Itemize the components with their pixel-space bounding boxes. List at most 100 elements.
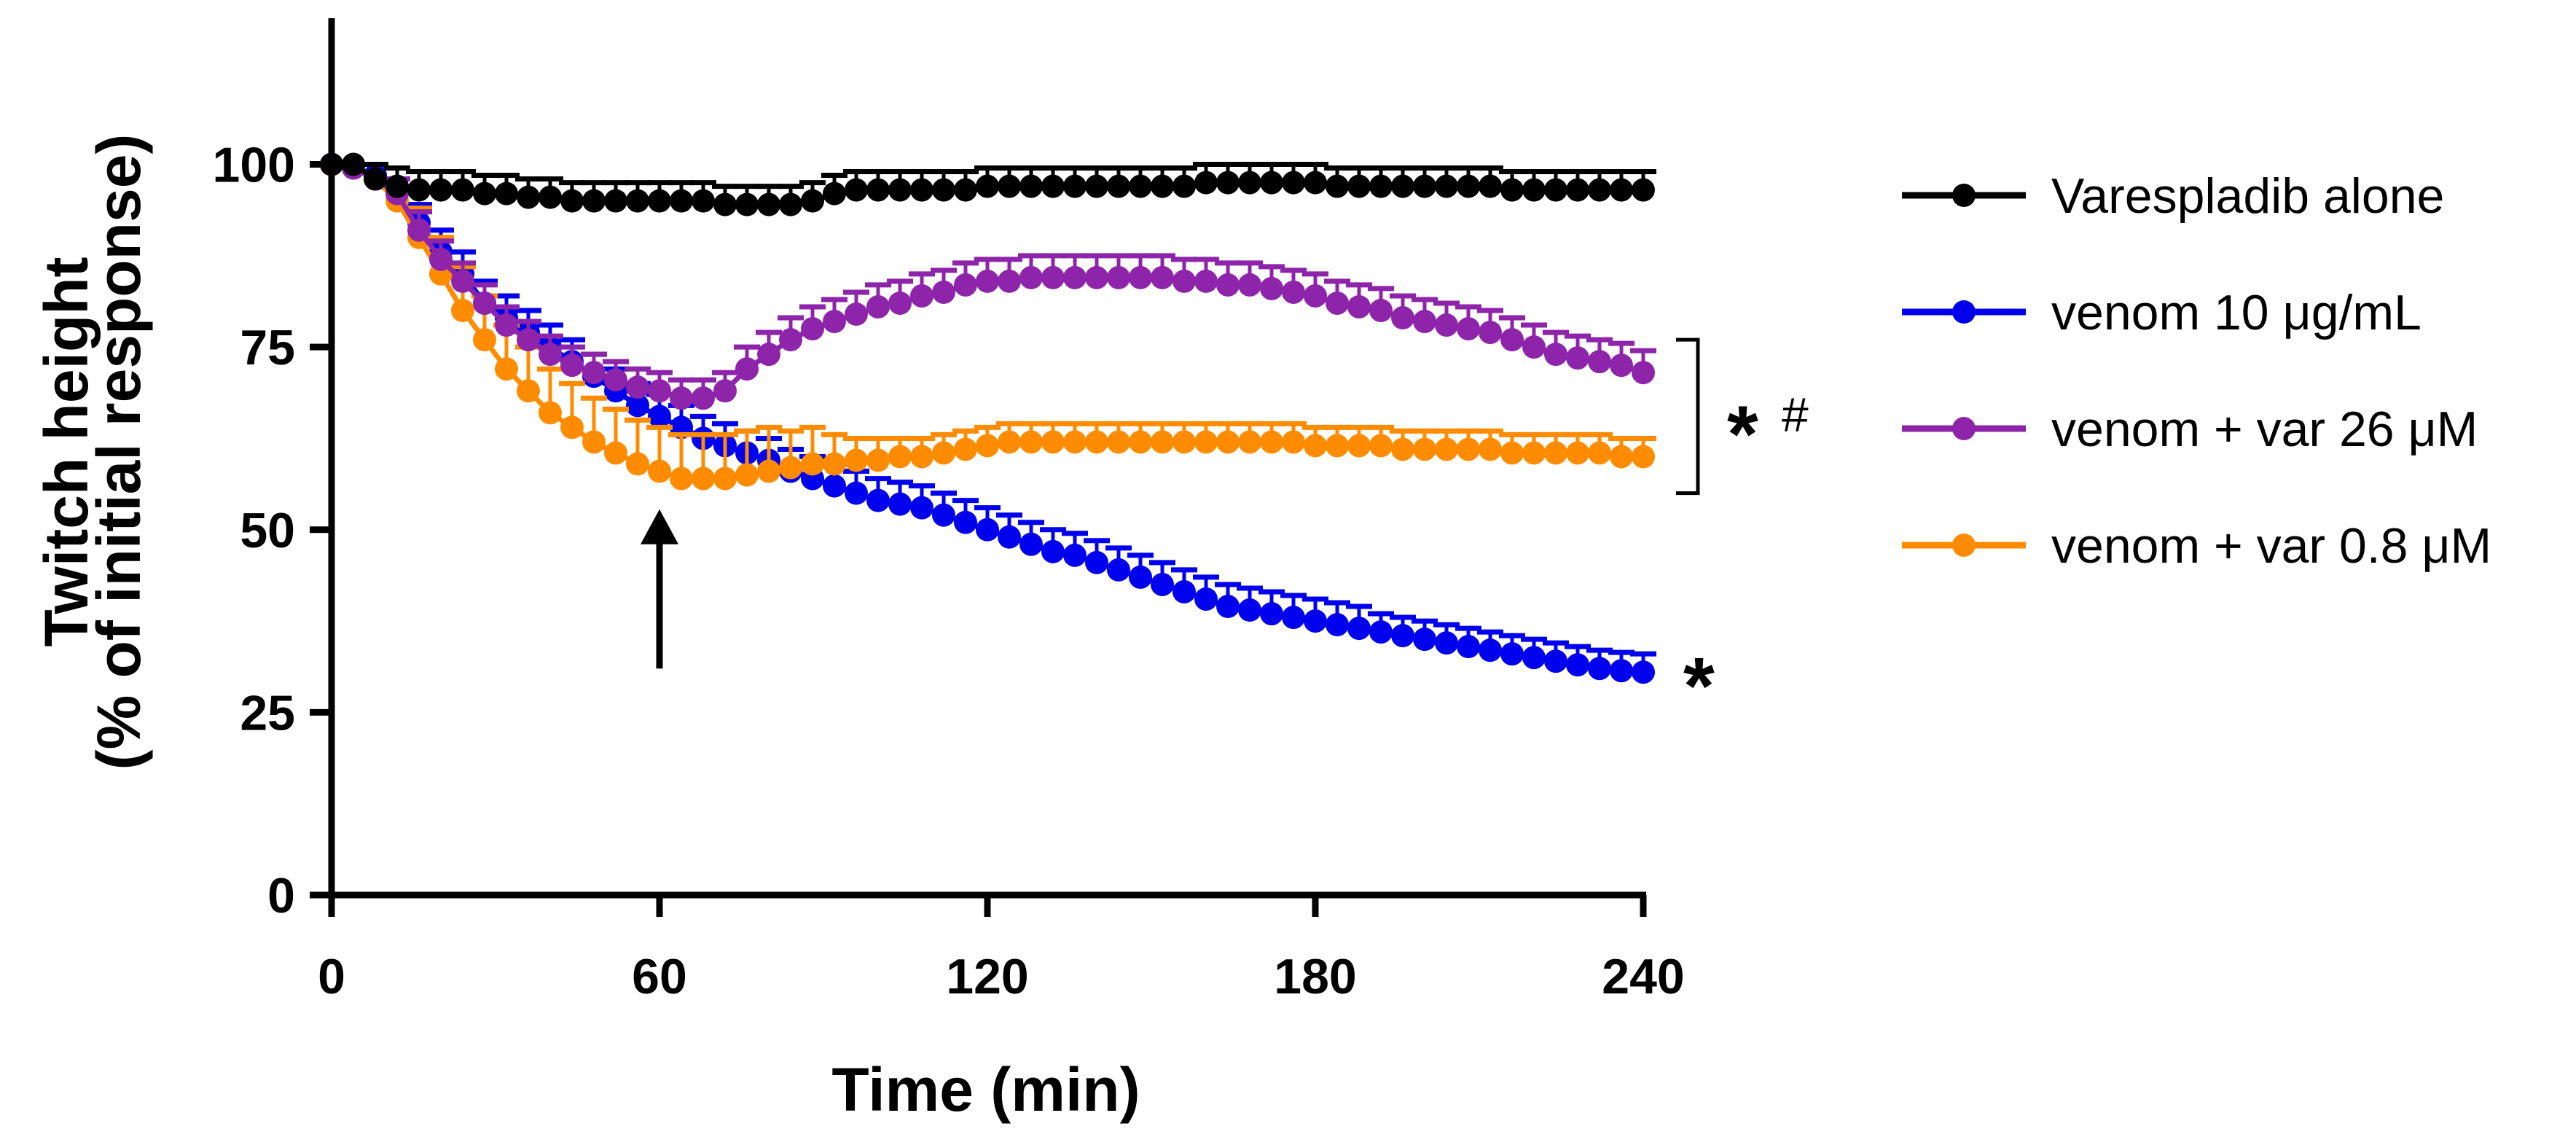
data-point [1413,628,1436,652]
legend-item-venom-10-g-ml: venom 10 μg/mL [1902,285,2422,340]
data-point [866,294,890,319]
data-point [888,445,912,469]
data-point [823,474,846,498]
data-point [1347,617,1371,641]
data-point [888,492,912,516]
data-point [648,459,671,483]
data-point [976,174,999,198]
data-point [823,181,846,206]
data-point [1435,631,1458,655]
data-point [1588,178,1611,202]
arrow-head [641,509,678,544]
data-point [1129,265,1152,289]
x-axis-title: Time (min) [831,1055,1140,1124]
venom-significance-mark: * [1683,641,1715,731]
data-point [1457,437,1480,461]
data-point [713,192,737,216]
data-point [1129,430,1152,454]
data-point [1151,265,1174,289]
data-point [560,189,584,213]
data-point [1304,284,1327,308]
data-point [1413,437,1436,461]
data-point [1522,646,1546,670]
data-point [1610,659,1633,683]
legend-marker [1952,417,1976,440]
data-point [998,174,1021,198]
data-point [801,452,824,476]
data-point [1172,269,1196,293]
data-point [1391,624,1414,648]
data-point [1566,346,1589,370]
data-point [1151,430,1174,454]
data-point [1260,602,1283,626]
data-point [932,503,955,527]
data-point [648,189,671,213]
data-point [1019,174,1043,198]
data-point [1282,280,1305,304]
data-point [560,353,584,378]
data-point [954,178,977,202]
data-point [1479,638,1502,663]
legend-marker [1952,534,1976,557]
series-varespladib-alone [320,152,1656,216]
y-tick-label-75: 75 [240,320,295,375]
data-point [429,178,453,202]
data-point [1632,660,1655,684]
y-tick-label-25: 25 [240,685,295,741]
data-point [954,510,977,534]
data-point [495,181,518,206]
data-point [845,448,868,472]
data-point [1457,317,1480,341]
bracket-star-mark: * [1727,389,1758,479]
data-point [779,192,802,216]
data-point [932,178,955,202]
data-point [823,310,846,334]
legend: Varespladib alone venom 10 μg/mL venom + v… [1902,168,2491,574]
data-point [407,218,431,242]
data-point [342,152,365,176]
data-point [1347,174,1371,198]
data-point [779,328,802,352]
x-tick-label-180: 180 [1274,949,1356,1004]
data-point [757,192,780,216]
data-point [692,386,715,410]
data-point [1610,445,1633,469]
data-point [1391,306,1414,330]
data-point [1544,178,1567,202]
data-point [735,357,759,381]
data-point [1216,171,1240,195]
data-point [517,185,540,209]
data-point [1304,171,1327,195]
data-point [735,192,759,216]
x-tick-label-0: 0 [318,949,345,1004]
data-point [1194,430,1218,454]
data-point [626,189,649,213]
data-point [845,481,868,505]
data-point [1326,434,1349,458]
data-point [801,189,824,213]
data-point [1019,265,1043,289]
y-tick-label-50: 50 [240,503,295,558]
data-point [910,284,933,308]
data-point [1435,174,1458,198]
data-point [1544,649,1567,673]
data-point [451,269,474,293]
data-point [1129,565,1152,589]
data-point [1369,434,1393,458]
data-point [1347,434,1371,458]
data-point [1041,174,1065,198]
data-point [648,379,671,403]
data-point [954,437,977,461]
series-line [331,162,1644,675]
data-point [888,291,912,315]
data-point [1041,265,1065,289]
data-point [1632,178,1655,202]
data-point [976,517,999,542]
data-point [910,496,933,520]
y-axis-subtitle: (% of initial response) [85,134,153,770]
data-point [757,459,780,483]
data-point [407,178,431,202]
data-point [1172,579,1196,603]
legend-item-venom-var-0-8-m: venom + var 0.8 μM [1902,518,2491,574]
bracket-hash-mark: # [1782,387,1809,441]
